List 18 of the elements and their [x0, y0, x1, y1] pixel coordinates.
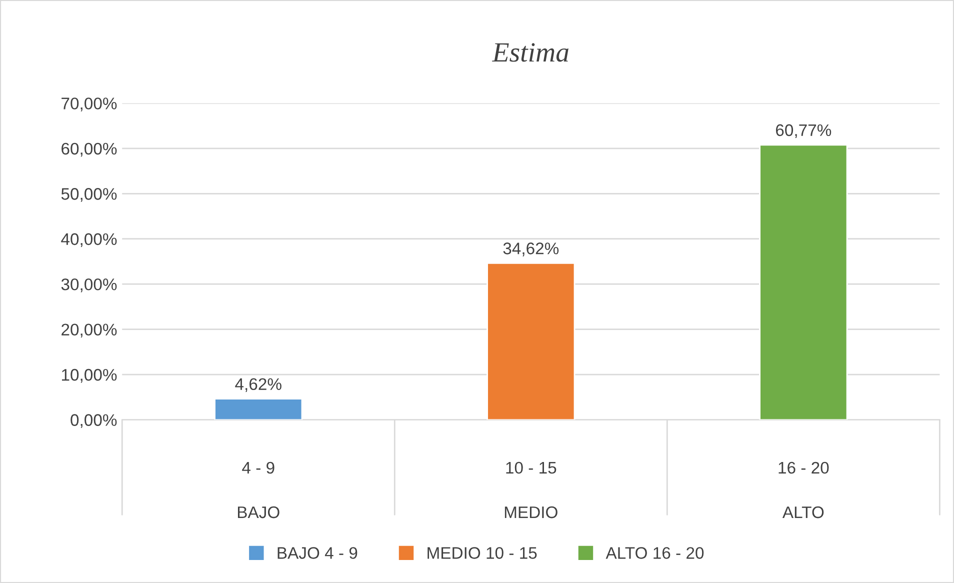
legend-label: MEDIO 10 - 15 [428, 547, 537, 559]
chart-title: Estima [492, 43, 568, 62]
y-tick-label: 20,00% [62, 324, 117, 338]
data-label: 4,62% [235, 378, 282, 392]
y-tick-label: 0,00% [70, 414, 117, 428]
legend-label: BAJO 4 - 9 [278, 547, 358, 559]
y-tick-label: 50,00% [61, 188, 117, 202]
data-label: 34,62% [503, 242, 559, 256]
y-tick-label: 70,00% [62, 98, 117, 112]
category-label: 10 - 15 MEDIO [504, 462, 558, 518]
category-label: 16 - 20 ALTO [778, 462, 829, 518]
data-label: 60,77% [776, 124, 832, 138]
y-tick-label: 40,00% [61, 233, 117, 248]
y-tick-label: 10,00% [62, 368, 117, 383]
y-tick-label: 30,00% [61, 278, 117, 292]
category-label: 4 - 9 BAJO [238, 462, 280, 518]
legend-label: ALTO 16 - 20 [606, 547, 704, 559]
y-tick-label: 60,00% [62, 142, 117, 157]
